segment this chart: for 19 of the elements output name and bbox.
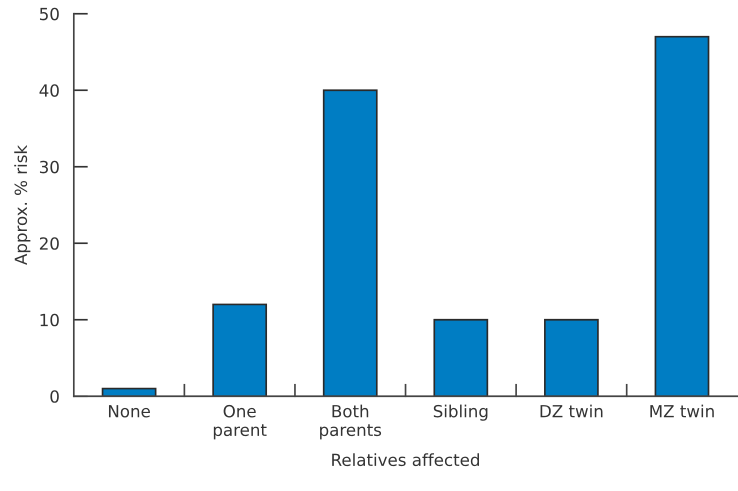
y-tick-label: 20 <box>40 237 59 250</box>
x-tick-label: None <box>108 405 150 418</box>
x-tick-label: DZ twin <box>540 404 602 418</box>
bar <box>544 318 599 396</box>
y-tick-label: 50 <box>40 8 59 20</box>
bar <box>654 36 710 396</box>
bar <box>212 304 268 396</box>
y-tick-label: 30 <box>40 160 59 174</box>
y-tick-label: 40 <box>40 84 59 97</box>
y-tick-label: 0 <box>50 390 59 403</box>
x-tick-label: One parent <box>214 404 267 440</box>
x-axis-title: Relatives affected <box>332 453 479 466</box>
x-tick-label: Sibling <box>434 404 488 421</box>
bar <box>322 89 378 396</box>
x-tick-label: MZ twin <box>650 404 714 418</box>
y-axis-title: Approx. % risk <box>14 144 30 265</box>
x-tick-label: Both parents <box>320 404 382 440</box>
y-tick-label: 10 <box>40 314 59 326</box>
bar <box>433 318 488 396</box>
